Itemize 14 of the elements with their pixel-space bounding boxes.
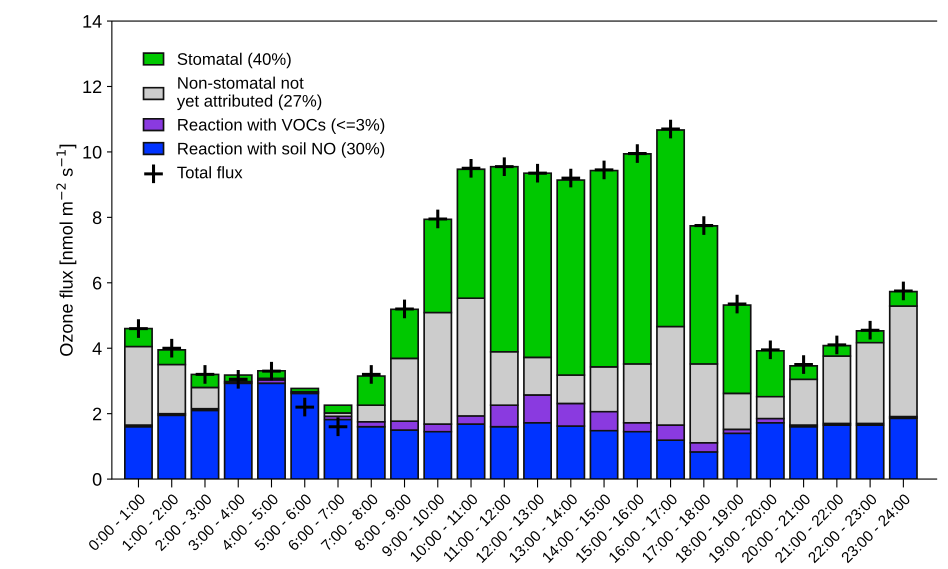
y-tick-label: 10 bbox=[83, 146, 102, 159]
legend-label: Reaction with soil NO (30%) bbox=[178, 142, 384, 158]
y-tick-label: 8 bbox=[92, 211, 102, 224]
legend-label: Stomatal (40%) bbox=[178, 52, 291, 68]
y-tick-label: 2 bbox=[93, 408, 102, 420]
y-tick-label: 6 bbox=[93, 276, 102, 290]
y-axis-title: Ozone flux [nmol m$^{−2}$ s$^{−1}$] bbox=[56, 144, 76, 356]
legend-label: Non-stomatal not yet attributed (27%) bbox=[176, 76, 322, 110]
legend-label: Reaction with VOCs (<=3%) bbox=[178, 118, 384, 134]
y-tick-label: 4 bbox=[92, 342, 102, 355]
y-tick-label: 0 bbox=[92, 473, 102, 486]
legend-label: Total flux bbox=[177, 166, 242, 178]
y-tick-label: 14 bbox=[83, 15, 102, 28]
y-tick-label: 12 bbox=[83, 80, 102, 94]
